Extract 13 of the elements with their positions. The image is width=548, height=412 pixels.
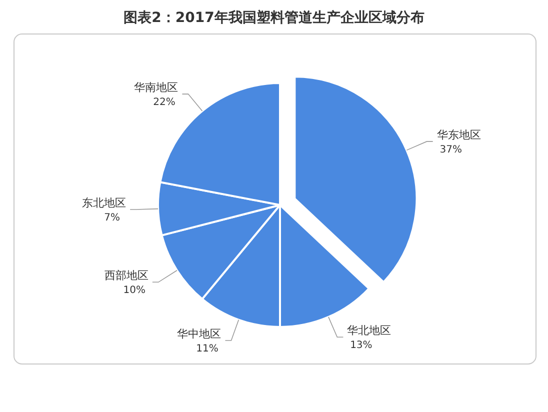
slice-label: 东北地区	[82, 196, 126, 210]
slice-label: 华北地区	[347, 324, 392, 338]
chart-title: 图表2：2017年我国塑料管道生产企业区域分布	[124, 9, 424, 26]
data-label: 11%	[196, 343, 218, 354]
data-label: 37%	[440, 144, 462, 156]
slice-label: 华中地区	[177, 327, 222, 340]
data-label: 13%	[350, 340, 372, 352]
data-label: 22%	[153, 97, 176, 108]
slice-label: 华东地区	[436, 128, 481, 142]
data-label: 10%	[123, 285, 146, 296]
data-label: 7%	[104, 212, 120, 224]
slice-label: 华南地区	[134, 81, 178, 94]
slice-label: 西部地区	[104, 269, 148, 282]
